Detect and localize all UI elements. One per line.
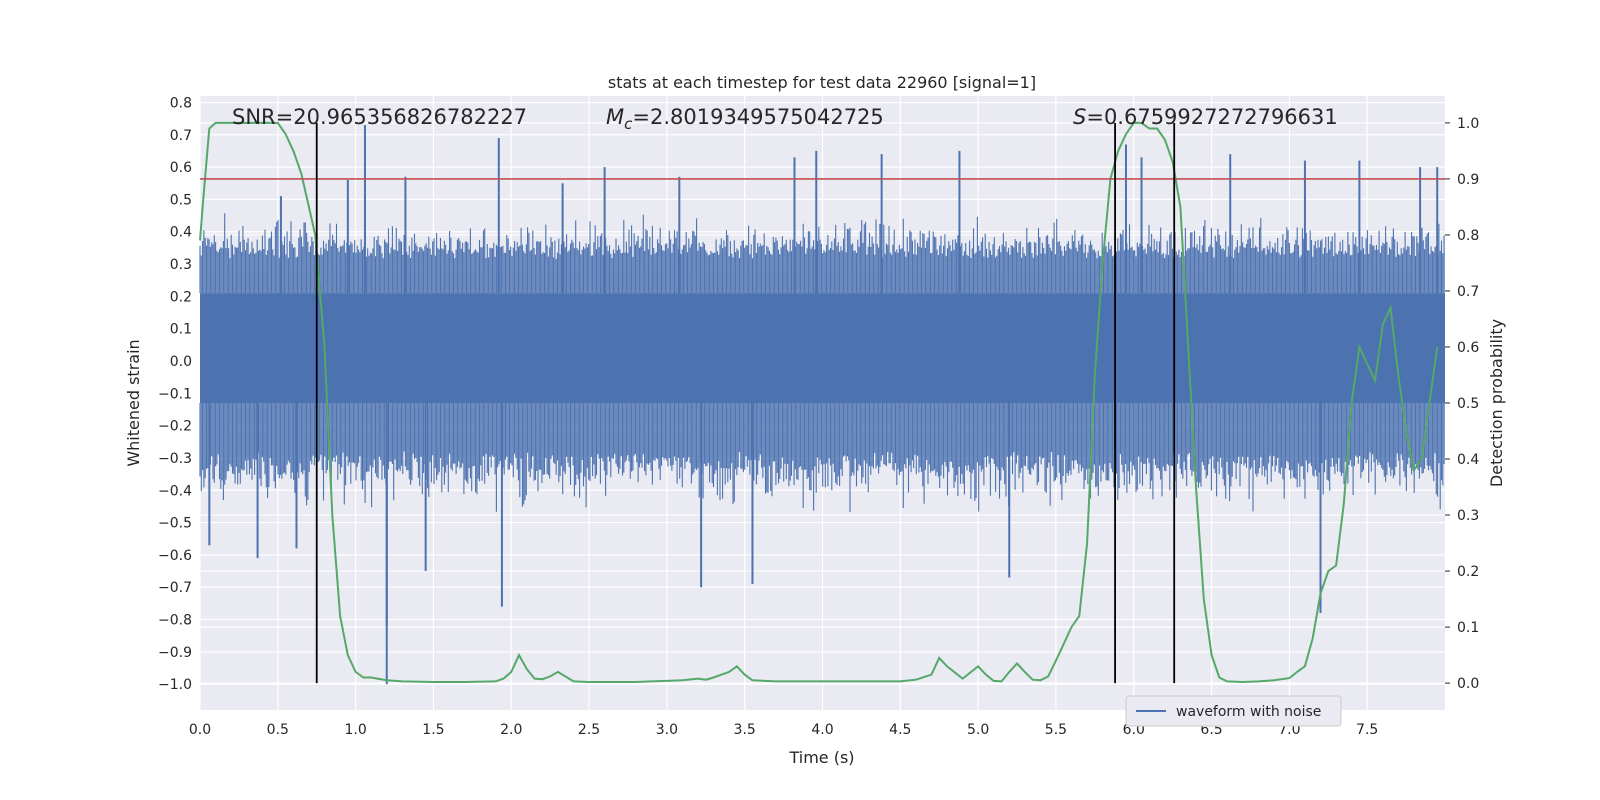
chart-title: stats at each timestep for test data 229… <box>608 73 1036 92</box>
x-tick-label: 5.5 <box>1045 722 1067 738</box>
x-tick-label: 7.5 <box>1356 722 1378 738</box>
legend-box <box>1125 695 1342 727</box>
y-tick-label: −0.8 <box>158 613 192 629</box>
s-value: =0.6759927272796631 <box>1086 105 1337 129</box>
y2-tick-label: 0.5 <box>1457 396 1479 412</box>
legend-label-waveform: waveform with noise <box>1176 704 1321 720</box>
y-tick-label: 0.5 <box>170 192 192 208</box>
y2-tick-label: 0.2 <box>1457 564 1479 580</box>
y-tick-label: 0.0 <box>170 354 192 370</box>
y2-axis-label: Detection probability <box>1487 319 1506 487</box>
y-tick-label: 0.1 <box>170 322 192 338</box>
waveform-spikes <box>208 125 1439 685</box>
y2-tick-label: 0.9 <box>1457 172 1479 188</box>
y2-tick-label: 1.0 <box>1457 116 1479 132</box>
y-tick-label: 0.2 <box>170 289 192 305</box>
y2-tick-labels: 1.0 0.9 0.8 0.7 0.6 0.5 0.4 0.3 0.2 0.1 0.0 <box>1445 116 1479 692</box>
y-tick-label: 0.3 <box>170 257 192 273</box>
y-tick-label: −0.5 <box>158 516 192 532</box>
y-tick-label: −0.9 <box>158 645 192 661</box>
x-tick-label: 1.5 <box>422 722 444 738</box>
x-tick-label: 0.5 <box>267 722 289 738</box>
probability-layer <box>199 121 1439 684</box>
waveform-noise-upper <box>199 213 1445 294</box>
x-tick-label: 1.0 <box>344 722 366 738</box>
waveform-band <box>199 213 1445 512</box>
x-tick-label: 3.0 <box>656 722 678 738</box>
y-tick-label: −0.6 <box>158 548 192 564</box>
y-tick-label: −1.0 <box>158 677 192 693</box>
mc-annotation: Mc=2.8019349575042725 <box>606 105 884 133</box>
x-tick-label: 2.0 <box>500 722 522 738</box>
x-tick-label: 2.5 <box>578 722 600 738</box>
x-tick-label: 0.0 <box>189 722 211 738</box>
y-tick-labels: 0.8 0.7 0.6 0.5 0.4 0.3 0.2 0.1 0.0 −0.1 −0.2 −0.3 −… <box>158 95 192 693</box>
y-tick-label: 0.7 <box>170 128 192 144</box>
s-symbol: S <box>1073 105 1086 129</box>
detection-probability-line <box>199 121 1439 684</box>
y2-tick-label: 0.3 <box>1457 508 1479 524</box>
y-tick-label: −0.3 <box>158 451 192 467</box>
y2-tick-label: 0.8 <box>1457 228 1479 244</box>
y2-tick-label: 0.6 <box>1457 340 1479 356</box>
s-annotation: S=0.6759927272796631 <box>1073 105 1338 129</box>
y-tick-label: 0.6 <box>170 160 192 176</box>
x-axis-label: Time (s) <box>788 748 854 767</box>
y-tick-label: 0.8 <box>170 95 192 111</box>
legend: waveform with noise <box>1125 695 1342 727</box>
y2-tick-label: 0.4 <box>1457 452 1479 468</box>
x-tick-label: 4.5 <box>889 722 911 738</box>
x-tick-label: 5.0 <box>967 722 989 738</box>
y-axis-label: Whitened strain <box>124 339 143 466</box>
vertical-markers <box>315 122 1176 684</box>
y2-tick-label: 0.7 <box>1457 284 1479 300</box>
y-tick-label: 0.4 <box>170 225 192 241</box>
y2-tick-label: 0.1 <box>1457 620 1479 636</box>
mc-value: =2.8019349575042725 <box>632 105 883 129</box>
x-tick-labels: 0.0 0.5 1.0 1.5 2.0 2.5 3.0 3.5 4.0 4.5 5.0 5.5 6.0 6… <box>189 722 1378 738</box>
y-tick-label: −0.7 <box>158 580 192 596</box>
y2-tick-label: 0.0 <box>1457 676 1479 692</box>
x-tick-label: 3.5 <box>734 722 756 738</box>
waveform-dense-band <box>200 293 1445 403</box>
mc-subscript: c <box>624 115 633 133</box>
x-tick-label: 4.0 <box>811 722 833 738</box>
y-tick-label: −0.2 <box>158 419 192 435</box>
snr-annotation: SNR=20.965356826782227 <box>232 105 527 129</box>
y-tick-label: −0.1 <box>158 386 192 402</box>
mc-symbol: M <box>606 105 624 129</box>
y-tick-label: −0.4 <box>158 483 192 499</box>
